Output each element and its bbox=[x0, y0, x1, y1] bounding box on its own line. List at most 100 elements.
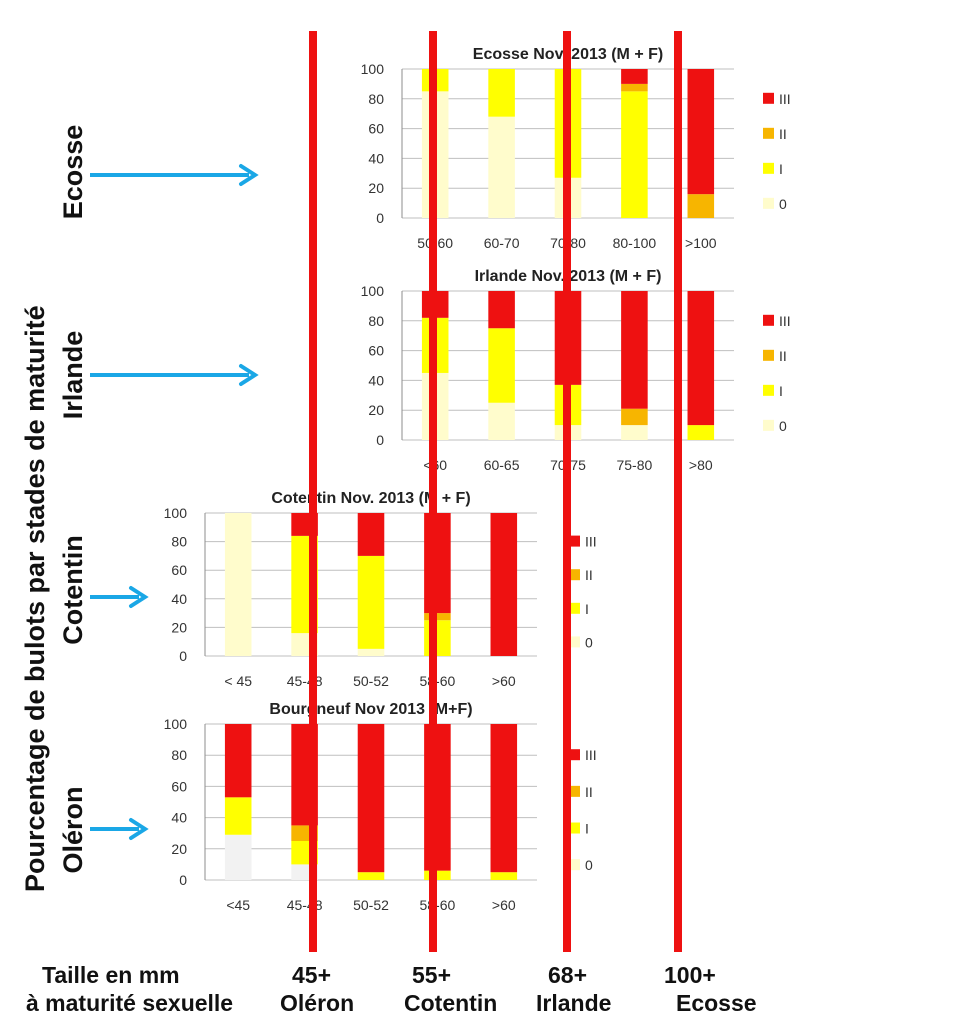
marker-size-cotentin: 55+ bbox=[412, 962, 452, 988]
x-tick-label: 45-48 bbox=[287, 897, 323, 913]
x-tick-label: 80-100 bbox=[613, 235, 657, 251]
y-tick-label: 60 bbox=[368, 343, 384, 359]
legend-swatch-i bbox=[763, 384, 774, 396]
arrow-icon bbox=[90, 164, 259, 186]
bar-segment-iii bbox=[224, 724, 252, 798]
bar-segment-iii bbox=[490, 513, 518, 656]
region-label-3: Oléron bbox=[58, 786, 88, 873]
legend-swatch-iii bbox=[763, 314, 774, 326]
y-tick-label: 80 bbox=[368, 91, 384, 107]
bar-segment-iii bbox=[488, 291, 515, 329]
y-tick-label: 100 bbox=[361, 61, 385, 77]
region-labels: Ecosse Irlande Cotentin Oléron bbox=[58, 125, 88, 874]
legend-label: III bbox=[779, 91, 791, 107]
marker-place-oleron: Oléron bbox=[280, 990, 355, 1016]
legend-swatch-iii bbox=[569, 535, 580, 547]
legend-swatch-0 bbox=[763, 197, 774, 209]
x-tick-label: >60 bbox=[492, 897, 516, 913]
bar-segment-iii bbox=[424, 513, 451, 614]
bar-segment-iii bbox=[424, 724, 451, 871]
legend-label: I bbox=[585, 601, 589, 617]
legend-swatch-ii bbox=[763, 349, 774, 361]
bar-segment-i bbox=[424, 870, 451, 880]
x-tick-label: 58-60 bbox=[419, 673, 455, 689]
x-tick-label: < 45 bbox=[224, 673, 252, 689]
legend-label: III bbox=[779, 313, 791, 329]
chart-2: 0 20 40 60 80 100 < 45 45-48 50-52 58-60 >60 Cotent… bbox=[164, 490, 597, 689]
y-tick-label: 100 bbox=[361, 283, 385, 299]
marker-place-ecosse: Ecosse bbox=[676, 990, 757, 1016]
marker-place-cotentin: Cotentin bbox=[404, 990, 498, 1016]
region-label-1: Irlande bbox=[58, 331, 88, 420]
x-tick-label: 50-52 bbox=[353, 673, 389, 689]
x-tick-label: 50-52 bbox=[353, 897, 389, 913]
bar-segment-0 bbox=[224, 513, 252, 656]
y-tick-label: 80 bbox=[368, 313, 384, 329]
x-tick-label: 60-70 bbox=[484, 235, 520, 251]
bar-segment-i bbox=[357, 872, 385, 880]
bar-segment-0 bbox=[621, 425, 648, 440]
bar-segment-i bbox=[488, 69, 515, 117]
y-tick-label: 0 bbox=[179, 872, 187, 888]
legend-label: II bbox=[779, 126, 787, 142]
bar-segment-iii bbox=[490, 724, 518, 873]
charts-layer: 02040608010050-6060-7070-8080-100>100Eco… bbox=[164, 46, 791, 913]
legend-label: I bbox=[779, 161, 783, 177]
bar-segment-ii bbox=[621, 408, 648, 426]
y-tick-label: 0 bbox=[376, 432, 384, 448]
arrow-icon bbox=[90, 818, 149, 840]
maturity-lines-layer bbox=[309, 31, 682, 952]
x-tick-label: 45-48 bbox=[287, 673, 323, 689]
legend-swatch-0 bbox=[569, 636, 580, 648]
y-tick-label: 80 bbox=[171, 534, 187, 550]
bar-segment-i bbox=[621, 91, 648, 218]
chart-1: 020406080100<6060-6570-7575-80>80Irlande… bbox=[361, 268, 791, 473]
bar-segment-0 bbox=[224, 834, 252, 880]
bar-segment-iii bbox=[621, 69, 648, 84]
bar-segment-i bbox=[224, 797, 252, 835]
bar-segment-i bbox=[488, 328, 515, 403]
legend-swatch-i bbox=[569, 822, 580, 834]
x-tick-label: 60-65 bbox=[484, 457, 520, 473]
bar-segment-i bbox=[687, 425, 715, 440]
legend-swatch-i bbox=[569, 602, 580, 614]
bar-segment-0 bbox=[488, 116, 515, 218]
legend-swatch-ii bbox=[569, 785, 580, 797]
y-tick-label: 60 bbox=[368, 121, 384, 137]
y-tick-label: 0 bbox=[179, 648, 187, 664]
marker-size-irlande: 68+ bbox=[548, 962, 588, 988]
y-tick-label: 40 bbox=[171, 810, 187, 826]
bar-segment-ii bbox=[424, 613, 451, 621]
x-tick-label: 75-80 bbox=[616, 457, 652, 473]
x-tick-label: <45 bbox=[226, 897, 250, 913]
legend-label: III bbox=[585, 747, 597, 763]
arrows-layer bbox=[90, 164, 259, 840]
legend-label: 0 bbox=[779, 418, 787, 434]
legend-swatch-iii bbox=[569, 749, 580, 761]
legend-swatch-i bbox=[763, 162, 774, 174]
y-tick-label: 60 bbox=[171, 562, 187, 578]
bar-segment-ii bbox=[621, 83, 648, 92]
x-tick-label: >80 bbox=[689, 457, 713, 473]
y-tick-label: 20 bbox=[171, 619, 187, 635]
x-tick-label: 58-60 bbox=[419, 897, 455, 913]
bar-segment-iii bbox=[687, 291, 715, 426]
bar-segment-i bbox=[357, 555, 385, 649]
legend-swatch-ii bbox=[569, 569, 580, 581]
bar-segment-0 bbox=[488, 402, 515, 440]
legend-swatch-iii bbox=[763, 92, 774, 104]
y-tick-label: 0 bbox=[376, 210, 384, 226]
legend-label: 0 bbox=[779, 196, 787, 212]
y-tick-label: 100 bbox=[164, 505, 188, 521]
y-tick-label: 40 bbox=[368, 150, 384, 166]
chart-0: 02040608010050-6060-7070-8080-100>100Eco… bbox=[361, 46, 791, 251]
legend-label: II bbox=[779, 348, 787, 364]
y-tick-label: 20 bbox=[368, 402, 384, 418]
region-label-0: Ecosse bbox=[58, 125, 88, 220]
marker-place-irlande: Irlande bbox=[536, 990, 612, 1016]
legend-label: III bbox=[585, 534, 597, 550]
bar-segment-i bbox=[424, 620, 451, 656]
